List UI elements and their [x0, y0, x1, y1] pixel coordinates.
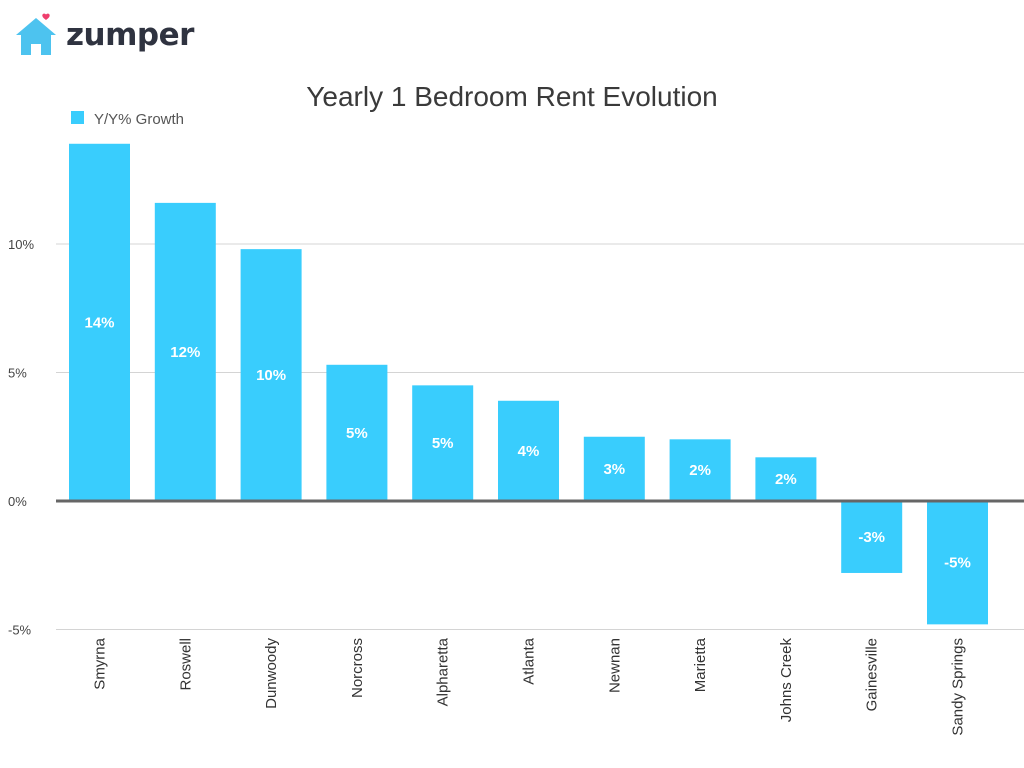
zumper-logo[interactable]: zumper — [14, 12, 194, 58]
category-label: Dunwoody — [263, 638, 280, 709]
data-label: 5% — [432, 435, 454, 452]
data-label: -5% — [944, 555, 971, 572]
category-label: Sandy Springs — [950, 638, 967, 736]
legend-swatch — [71, 111, 84, 124]
bars — [69, 143, 988, 625]
bar-gainesville — [841, 501, 903, 573]
category-labels: Smyrna Roswell Dunwoody Norcross Alpharetta A… — [92, 637, 967, 735]
grid-lines — [56, 243, 1024, 630]
category-label: Roswell — [177, 638, 194, 691]
brand-name: zumper — [66, 16, 194, 53]
data-label: -3% — [858, 529, 885, 546]
house-heart-icon — [16, 13, 56, 55]
bar-dunwoody — [240, 249, 302, 501]
data-label: 2% — [775, 471, 797, 488]
data-label: 5% — [346, 425, 368, 442]
y-axis-tick-labels: -5% 0% 5% 10% — [8, 237, 34, 638]
category-label: Johns Creek — [778, 638, 795, 723]
category-label: Newnan — [606, 638, 623, 693]
category-label: Marietta — [692, 637, 709, 692]
bar-sandy-springs — [927, 501, 988, 625]
chart-title: Yearly 1 Bedroom Rent Evolution — [306, 81, 717, 112]
data-label: 2% — [689, 462, 711, 479]
bar-marietta — [669, 439, 731, 501]
category-label: Gainesville — [864, 638, 881, 711]
data-label: 12% — [170, 344, 200, 361]
category-label: Smyrna — [92, 637, 109, 689]
category-label: Atlanta — [521, 637, 538, 684]
bar-atlanta — [498, 400, 559, 501]
data-label: 4% — [518, 443, 540, 460]
bar-smyrna — [69, 143, 130, 501]
data-label: 3% — [603, 461, 625, 478]
bar-norcross — [326, 364, 388, 501]
bar-roswell — [154, 202, 216, 501]
data-labels: 14% 12% 10% 5% 5% 4% 3% 2% 2% -3% -5% — [84, 314, 970, 571]
y-tick-label: 0% — [8, 494, 27, 509]
bar-newnan — [583, 436, 645, 501]
data-label: 14% — [84, 314, 114, 331]
legend-label: Y/Y% Growth — [94, 111, 184, 128]
y-tick-label: -5% — [8, 623, 32, 638]
bar-alpharetta — [412, 385, 474, 501]
data-label: 10% — [256, 367, 286, 384]
category-label: Alpharetta — [435, 637, 452, 706]
y-tick-label: 5% — [8, 366, 27, 381]
y-tick-label: 10% — [8, 237, 34, 252]
category-label: Norcross — [349, 638, 366, 698]
bar-johns-creek — [755, 457, 817, 501]
